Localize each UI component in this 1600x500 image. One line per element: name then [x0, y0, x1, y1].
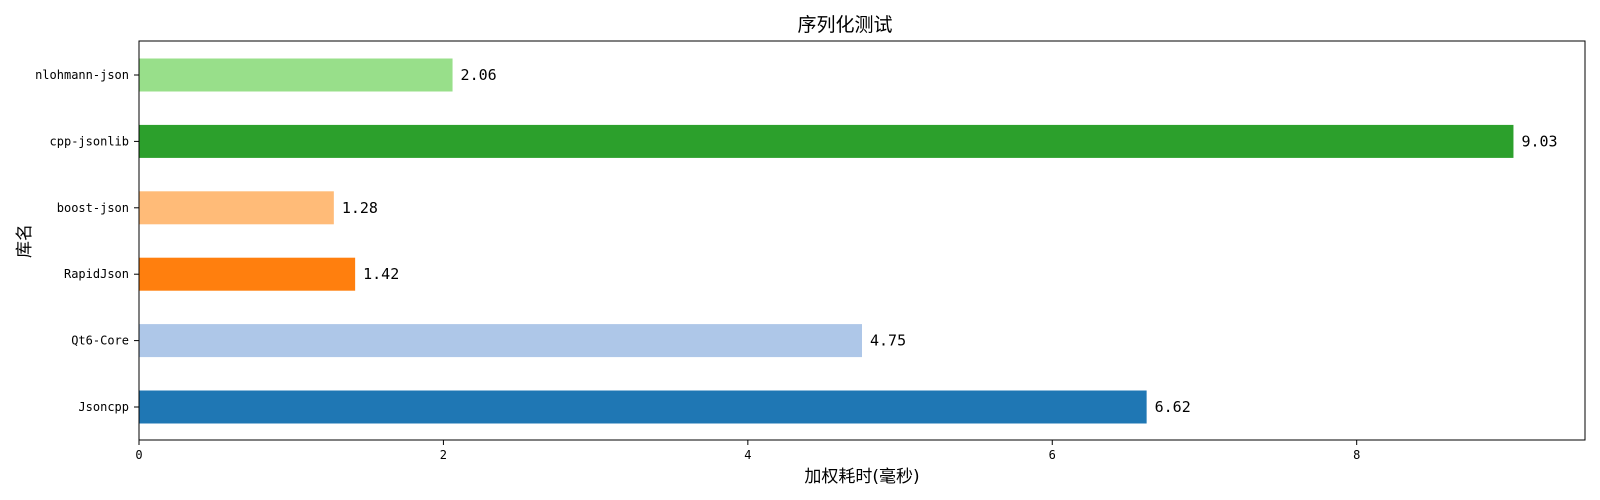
chart-title: 序列化测试: [797, 14, 892, 36]
x-axis-label: 加权耗时(毫秒): [804, 467, 919, 487]
x-tick-label: 0: [135, 448, 142, 462]
y-tick-label: cpp-jsonlib: [50, 134, 129, 148]
bars-group: [139, 58, 1514, 424]
x-tick-label: 2: [440, 448, 447, 462]
data-label: 1.42: [363, 265, 399, 283]
x-axis-ticks: 0 2 4 6 8: [135, 440, 1360, 462]
bar-qt6-core: [139, 324, 862, 358]
y-tick-label: Jsoncpp: [78, 400, 129, 414]
data-label: 1.28: [342, 199, 378, 217]
x-tick-label: 8: [1353, 448, 1360, 462]
bar-jsoncpp: [139, 390, 1147, 424]
y-axis-ticks: Jsoncpp Qt6-Core RapidJson boost-json cpp-js…: [35, 68, 139, 414]
y-tick-label: RapidJson: [64, 267, 129, 281]
data-label: 2.06: [461, 66, 497, 84]
bar-rapidjson: [139, 257, 356, 291]
y-tick-label: boost-json: [57, 201, 129, 215]
y-axis-label: 库名: [15, 224, 35, 258]
plot-frame: [138, 40, 1586, 441]
y-tick-label: Qt6-Core: [71, 334, 129, 348]
bar-boost-json: [139, 191, 334, 225]
x-tick-label: 6: [1049, 448, 1056, 462]
data-label: 6.62: [1155, 398, 1191, 416]
data-label: 9.03: [1521, 132, 1557, 150]
data-label: 4.75: [870, 332, 906, 350]
bar-nlohmann-json: [139, 58, 453, 92]
data-labels: 6.62 4.75 1.42 1.28 9.03 2.06: [342, 66, 1558, 416]
x-tick-label: 4: [744, 448, 751, 462]
y-tick-label: nlohmann-json: [35, 68, 129, 82]
bar-cpp-jsonlib: [139, 124, 1514, 158]
